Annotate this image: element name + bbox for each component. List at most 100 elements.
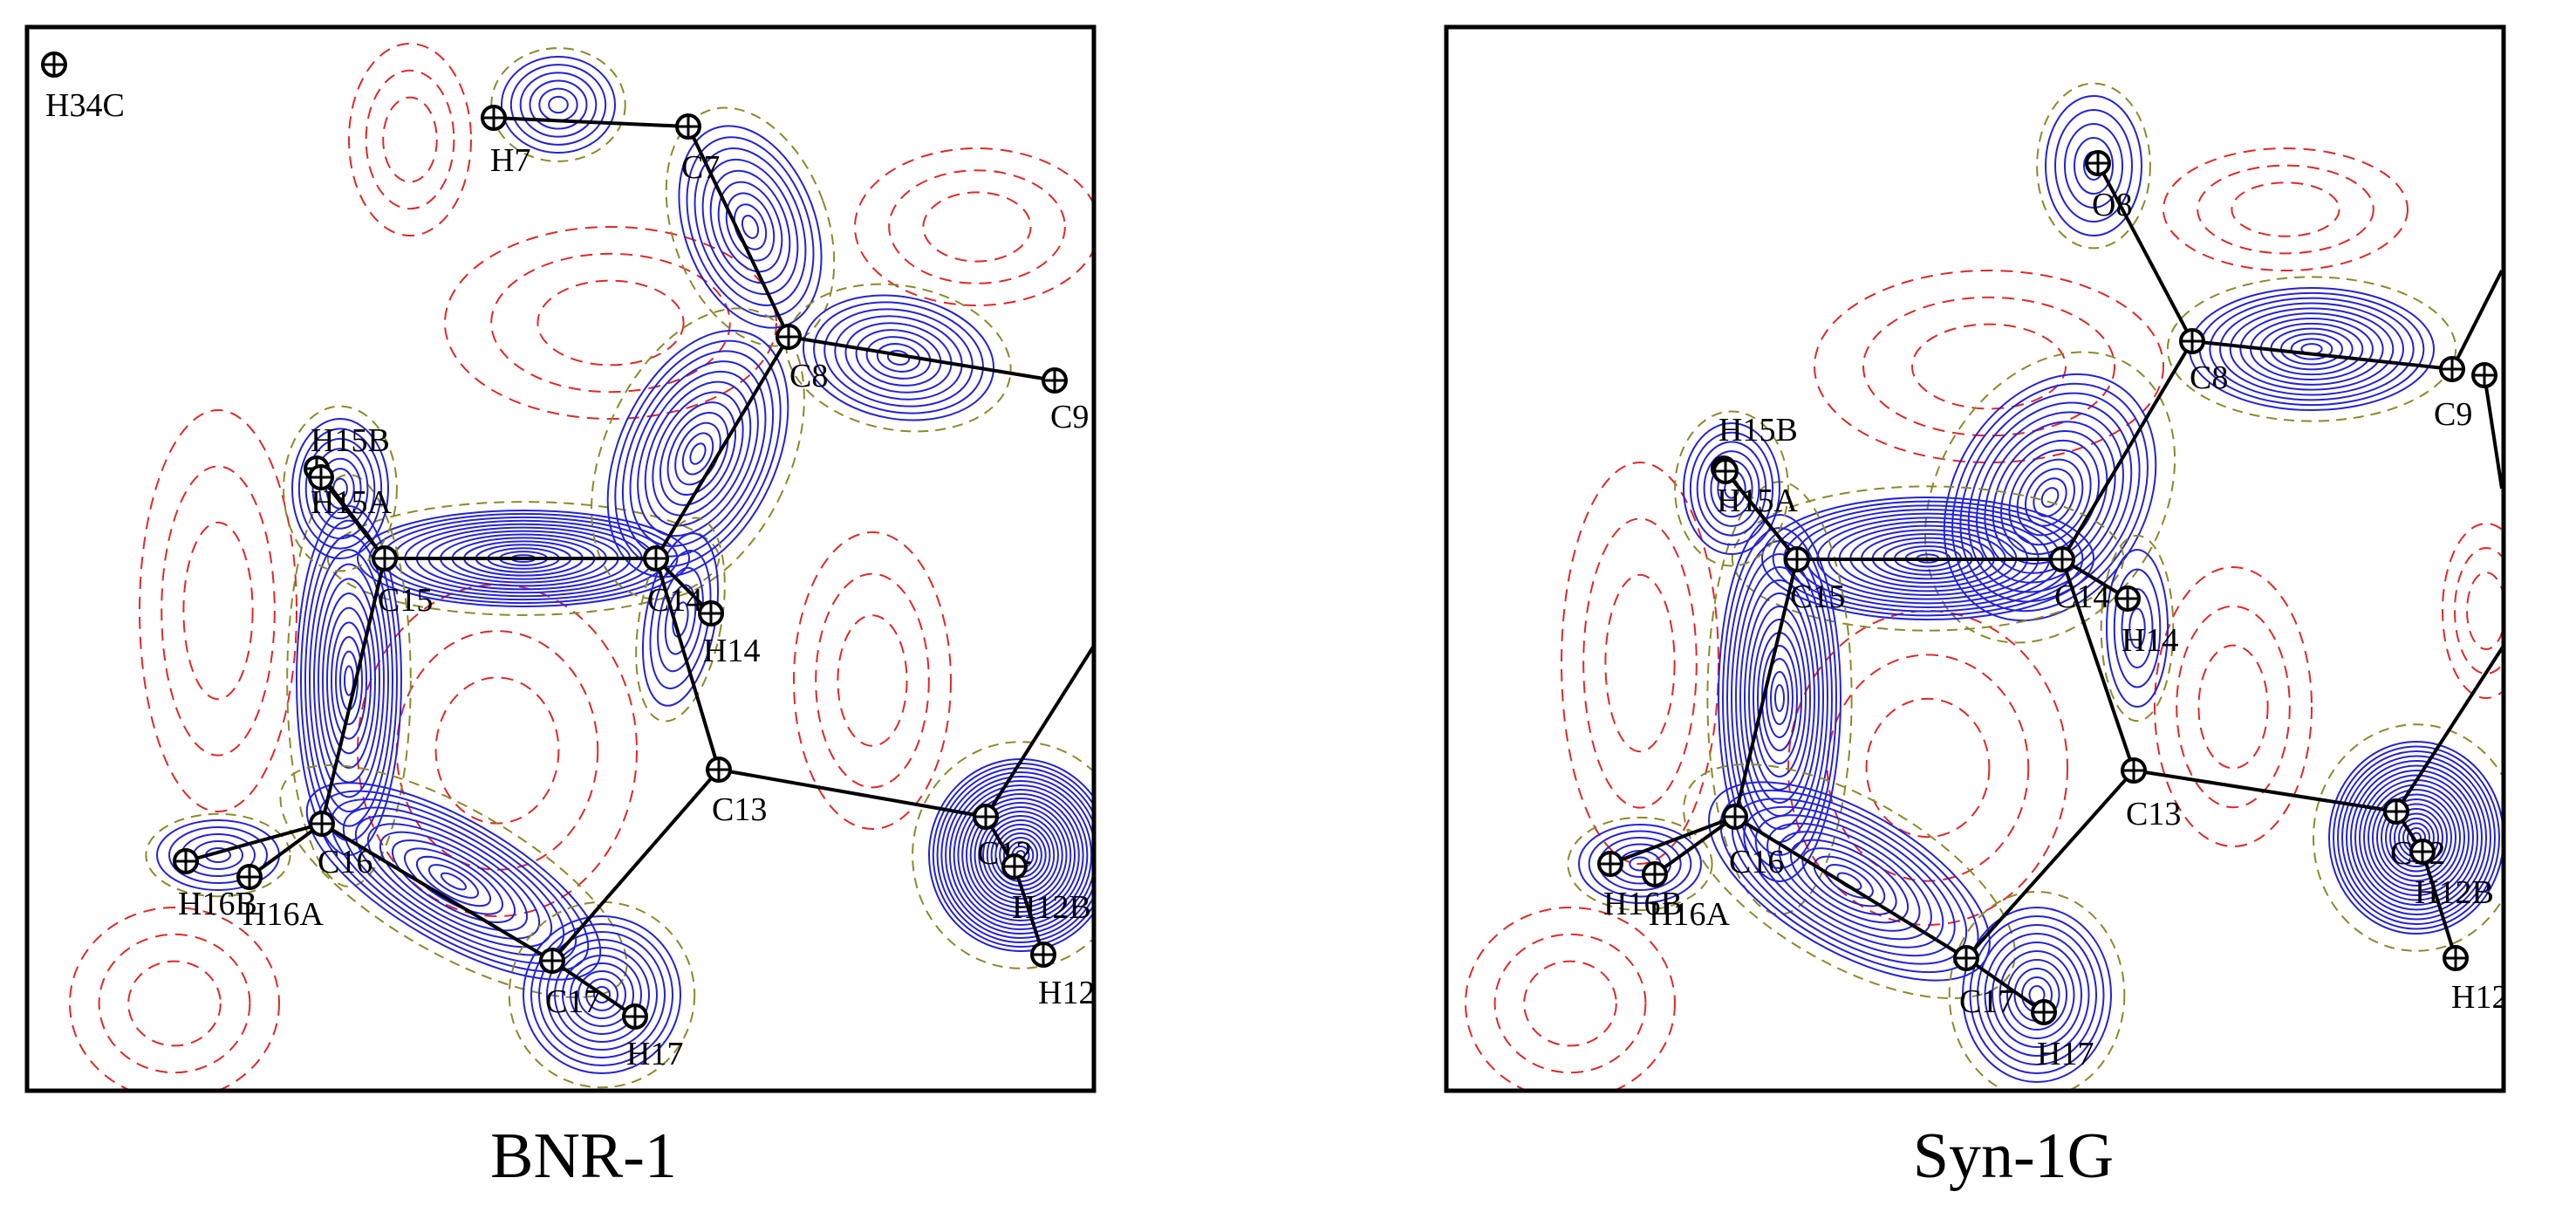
atom-label: C9 — [2434, 396, 2472, 433]
negative-contour — [854, 147, 1094, 306]
positive-contour — [530, 923, 673, 1066]
bond-line — [2133, 769, 2397, 813]
positive-contour — [681, 432, 714, 476]
positive-contour — [2337, 750, 2496, 925]
negative-contour — [161, 465, 276, 757]
positive-contour — [701, 158, 799, 296]
atom-label: H15B — [1718, 412, 1798, 449]
positive-contour — [309, 549, 389, 812]
atom-label: H12B — [1012, 889, 1091, 926]
negative-contour — [793, 531, 952, 830]
atom-label: C9 — [1050, 399, 1089, 435]
zero-contour — [2100, 534, 2175, 722]
bond-line — [2096, 162, 2194, 342]
positive-contour — [379, 831, 529, 932]
positive-contour — [2074, 137, 2114, 195]
positive-contour — [2350, 764, 2483, 911]
bond-line — [1609, 815, 1736, 866]
positive-contour — [978, 811, 1063, 900]
positive-contour — [709, 169, 791, 284]
atom-marker-icon — [308, 464, 334, 490]
positive-contour — [326, 606, 372, 755]
positive-contour — [548, 95, 569, 114]
zero-contour — [2036, 82, 2151, 250]
atom-marker-icon — [1042, 367, 1068, 394]
atom-marker-icon — [1030, 942, 1056, 968]
bond-line — [185, 822, 323, 863]
positive-contour — [876, 343, 921, 373]
positive-contour — [855, 329, 942, 387]
panel-frame-right — [1444, 24, 2506, 1093]
positive-contour — [570, 962, 634, 1027]
negative-contour — [139, 409, 297, 812]
positive-contour — [982, 815, 1059, 895]
negative-contour — [69, 907, 280, 1091]
positive-contour — [694, 147, 807, 306]
atom-marker-icon — [643, 545, 669, 572]
positive-contour — [936, 767, 1094, 943]
atom-label: H14 — [2122, 622, 2178, 659]
positive-contour — [523, 915, 681, 1074]
positive-contour — [366, 823, 541, 940]
positive-contour — [1696, 441, 1767, 537]
bond-line — [2450, 270, 2504, 370]
bond-line — [1653, 815, 1737, 876]
atom-marker-icon — [2031, 999, 2057, 1025]
bond-line — [2483, 374, 2504, 490]
positive-contour — [546, 939, 658, 1051]
positive-contour — [1588, 830, 1692, 898]
bond-line — [1964, 956, 2046, 1014]
negative-contour — [2466, 572, 2504, 650]
positive-contour — [606, 329, 789, 579]
positive-contour — [1766, 658, 1794, 738]
contour-map-left — [69, 43, 1094, 1091]
positive-contour — [2372, 789, 2461, 887]
negative-contour — [2454, 547, 2504, 675]
negative-contour — [98, 933, 251, 1074]
atom-marker-icon — [236, 864, 263, 890]
positive-contour — [440, 872, 468, 891]
atom-label: C7 — [681, 149, 720, 186]
atom-label: H34C — [45, 87, 125, 124]
atom-label: H15B — [311, 422, 390, 459]
atom-label: H17 — [2037, 1036, 2094, 1072]
bond-line — [1013, 866, 1045, 955]
positive-contour — [945, 776, 1094, 935]
atom-marker-icon — [2409, 839, 2436, 865]
positive-contour — [168, 826, 268, 884]
negative-contour — [1911, 323, 2067, 410]
atom-label: H12B — [2415, 874, 2494, 911]
positive-contour — [686, 136, 815, 318]
positive-contour — [585, 978, 618, 1011]
atom-marker-icon — [2179, 328, 2205, 354]
negative-contour — [2163, 147, 2409, 271]
positive-contour — [1962, 907, 2112, 1083]
positive-contour — [297, 428, 383, 550]
positive-contour — [1772, 500, 2084, 617]
bond-line — [687, 126, 790, 338]
atom-marker-icon — [1722, 804, 1748, 830]
positive-contour — [1754, 814, 1944, 948]
positive-contour — [331, 621, 367, 740]
bond-line — [550, 768, 721, 962]
atom-label: C14 — [647, 582, 702, 619]
positive-contour — [318, 790, 590, 973]
positive-contour — [1735, 566, 1824, 830]
atom-marker-icon — [2383, 798, 2409, 825]
atom-marker-icon — [1784, 546, 1810, 572]
bonds-left — [185, 116, 1094, 1018]
positive-contour — [2219, 302, 2404, 396]
positive-contour — [538, 87, 578, 122]
positive-contour — [1683, 422, 1780, 555]
bond-line — [1724, 469, 1799, 561]
positive-contour — [2381, 798, 2452, 877]
atom-label: C17 — [545, 983, 600, 1020]
positive-contour — [562, 955, 642, 1035]
atom-marker-icon — [2049, 546, 2075, 572]
bond-line — [1964, 769, 2135, 960]
atom-label: C14 — [2054, 579, 2109, 615]
positive-contour — [2333, 745, 2500, 930]
positive-contour — [2006, 959, 2067, 1031]
negative-contour — [1465, 907, 1676, 1091]
positive-contour — [1774, 684, 1785, 712]
